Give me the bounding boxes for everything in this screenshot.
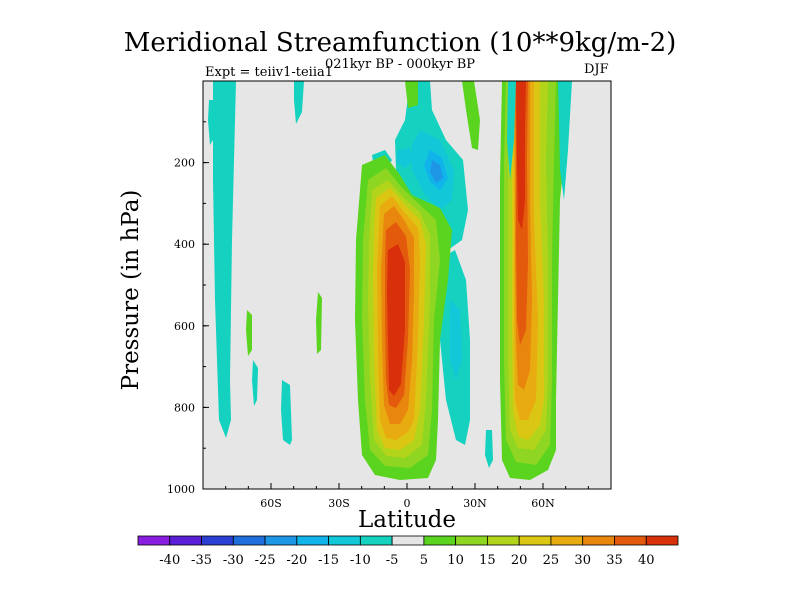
colorbar-label: 15 [479, 553, 496, 568]
season-label: DJF [584, 62, 609, 77]
colorbar-swatch [391, 535, 425, 546]
colorbar-label: 10 [447, 553, 464, 568]
contour-lower-left-blob [281, 380, 292, 445]
y-axis-label: Pressure (in hPa) [118, 190, 144, 391]
contour-left-green-blob [246, 310, 252, 356]
colorbar-label: -15 [318, 553, 339, 568]
colorbar-label: -40 [159, 553, 180, 568]
contour-upper-green-right [462, 81, 480, 150]
y-tick-label: 600 [174, 320, 195, 333]
colorbar-label: -35 [191, 553, 212, 568]
colorbar-swatch [137, 535, 171, 546]
contour-low-blob-north [485, 430, 493, 468]
x-tick-label: 60S [260, 497, 282, 510]
colorbar-swatch [232, 535, 266, 546]
colorbar-label: -30 [223, 553, 244, 568]
experiment-label: Expt = teiiv1-teiia1 [205, 65, 334, 80]
y-tick-label: 800 [174, 401, 195, 414]
contour-band-neg-right [558, 81, 572, 200]
colorbar-label: 20 [511, 553, 528, 568]
colorbar-swatch [582, 535, 615, 546]
colorbar-swatch [614, 535, 647, 546]
colorbar-swatch [455, 535, 488, 546]
x-axis-ticks: 60S 30S 0 30N 60N [202, 483, 612, 510]
contour-30s-upper-blob [294, 81, 304, 124]
x-tick-label: 30N [463, 497, 487, 510]
colorbar-label: -10 [350, 553, 371, 568]
colorbar-label: -20 [286, 553, 307, 568]
colorbar-swatch [550, 535, 584, 546]
colorbar: -40 -35 -30 -25 -20 -15 -10 -5 5 10 15 20 25 30 35 40 [137, 535, 679, 568]
contour-30s-mid-blob [316, 292, 322, 354]
contour-field [208, 81, 572, 480]
colorbar-swatch [645, 535, 679, 546]
colorbar-label: 40 [638, 553, 655, 568]
colorbar-label: -5 [386, 553, 399, 568]
contour-subtropical-neg-inner [450, 300, 462, 380]
x-tick-label: 30S [328, 497, 350, 510]
contour-far-left-small [208, 100, 213, 145]
contour-south-negative-strip [213, 81, 236, 438]
colorbar-label: 25 [543, 553, 560, 568]
colorbar-swatch [359, 535, 393, 546]
colorbar-label: 35 [606, 553, 623, 568]
colorbar-label: -25 [255, 553, 276, 568]
colorbar-swatch [201, 535, 234, 546]
contour-upper-green-top [405, 81, 418, 108]
contour-band-neg-left [507, 81, 516, 180]
contour-upper-small-2 [396, 148, 414, 168]
colorbar-label: 5 [420, 553, 428, 568]
y-tick-label: 1000 [167, 483, 195, 496]
x-tick-label: 60N [531, 497, 555, 510]
colorbar-swatch [487, 535, 520, 546]
contour-cell-40 [387, 244, 405, 396]
chart-subtitle: 021kyr BP - 000kyr BP [324, 57, 476, 72]
contour-upper-neg-core [430, 160, 443, 183]
colorbar-swatch [169, 535, 202, 546]
y-tick-label: 400 [174, 238, 195, 251]
x-axis-label: Latitude [358, 507, 456, 533]
contour-left-cyan-blob [252, 360, 258, 406]
contour-band-40 [516, 81, 526, 230]
x-tick-label: 0 [404, 497, 411, 510]
y-tick-label: 200 [174, 157, 195, 170]
colorbar-swatch [518, 535, 552, 546]
chart-title: Meridional Streamfunction (10**9kg/m-2) [123, 28, 677, 58]
colorbar-swatch [328, 535, 361, 546]
colorbar-swatch [264, 535, 298, 546]
colorbar-label: 30 [574, 553, 591, 568]
colorbar-swatch [423, 535, 457, 546]
y-axis-ticks: 200 400 600 800 1000 [167, 121, 209, 496]
colorbar-swatch [296, 535, 329, 546]
